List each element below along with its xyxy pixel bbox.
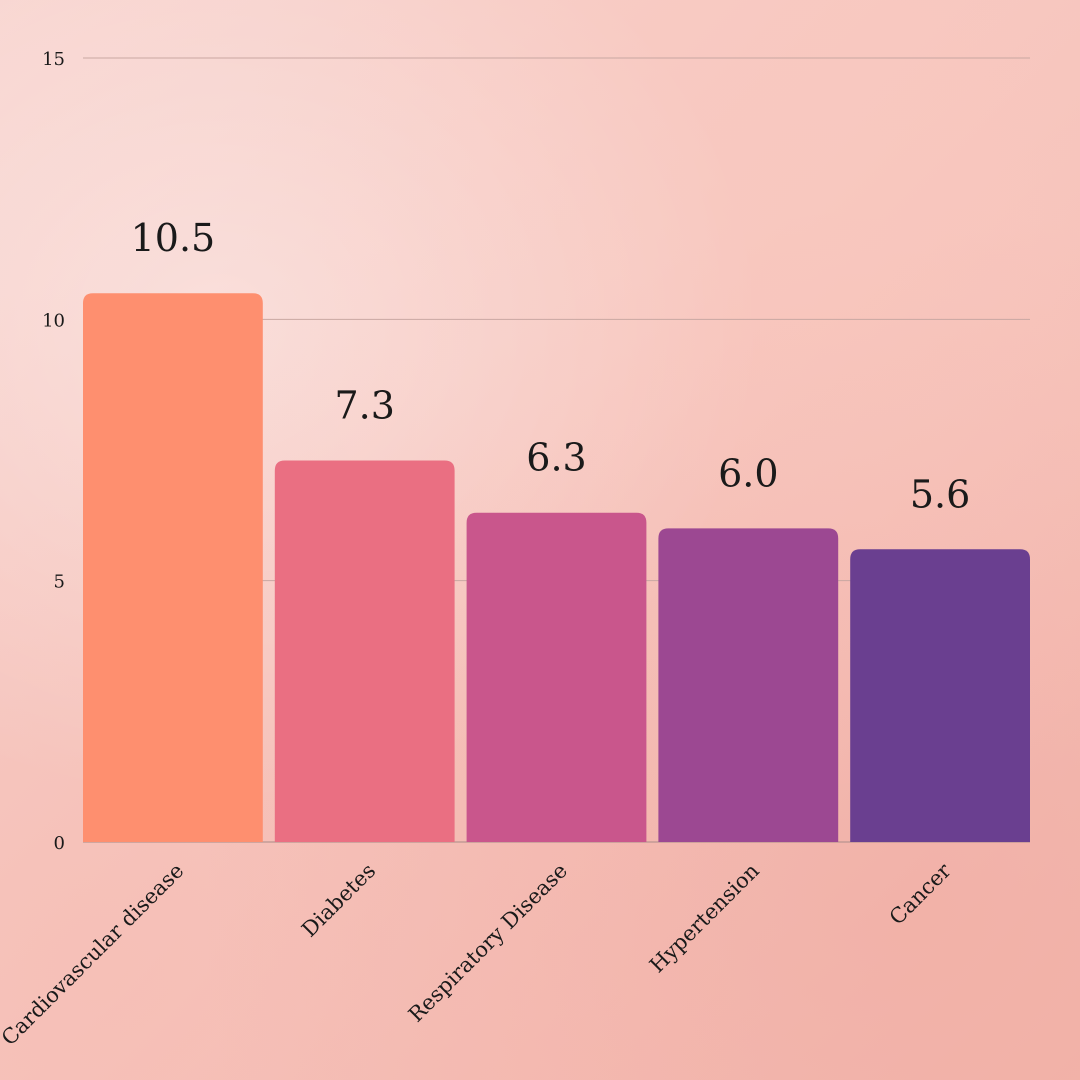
y-axis-ticks: 0 5 10 15 — [42, 49, 65, 854]
y-tick-label: 15 — [42, 49, 65, 70]
category-label: Cardiovascular disease — [0, 859, 188, 1051]
category-label: Diabetes — [297, 859, 380, 942]
value-label: 5.6 — [910, 472, 970, 516]
value-label: 6.3 — [526, 436, 586, 480]
category-labels: Cardiovascular disease Diabetes Respirator… — [0, 858, 956, 1050]
y-tick-label: 0 — [54, 833, 65, 854]
y-tick-label: 5 — [54, 572, 65, 593]
category-label: Hypertension — [645, 859, 764, 978]
category-label: Cancer — [885, 858, 957, 930]
bar — [83, 293, 263, 842]
value-label: 6.0 — [718, 451, 778, 495]
bar — [274, 460, 455, 842]
bars — [83, 293, 1030, 842]
category-label: Respiratory Disease — [404, 859, 572, 1027]
value-label: 10.5 — [131, 216, 216, 260]
bar — [658, 528, 839, 842]
bar — [466, 512, 647, 842]
bar — [850, 549, 1030, 842]
y-tick-label: 10 — [42, 310, 65, 331]
value-labels: 10.5 7.3 6.3 6.0 5.6 — [131, 216, 971, 516]
value-label: 7.3 — [334, 383, 394, 427]
